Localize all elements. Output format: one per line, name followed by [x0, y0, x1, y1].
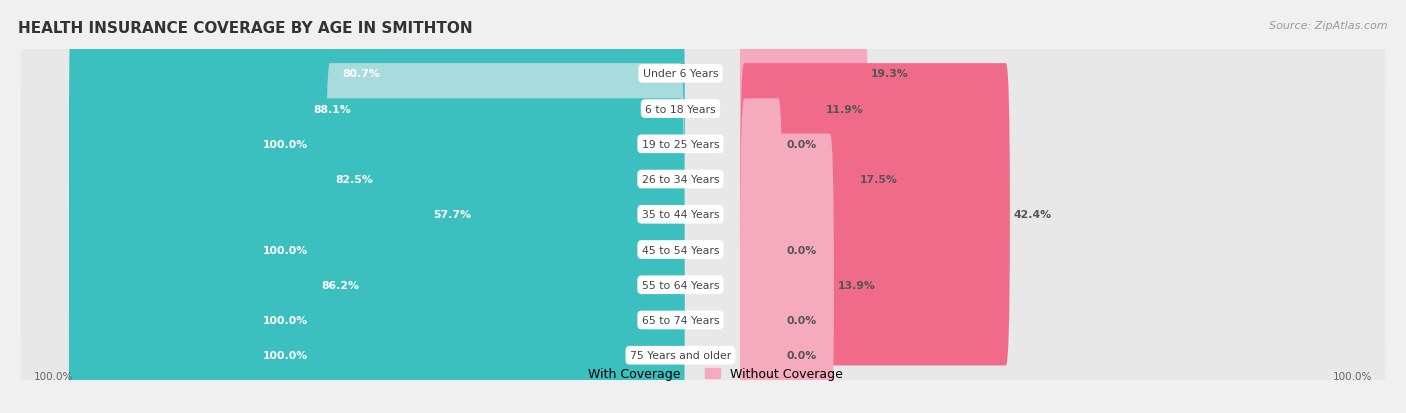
- Text: 19 to 25 Years: 19 to 25 Years: [641, 140, 720, 150]
- FancyBboxPatch shape: [740, 64, 1010, 366]
- Text: 100.0%: 100.0%: [263, 245, 308, 255]
- Legend: With Coverage, Without Coverage: With Coverage, Without Coverage: [562, 368, 844, 380]
- FancyBboxPatch shape: [740, 204, 782, 413]
- Text: HEALTH INSURANCE COVERAGE BY AGE IN SMITHTON: HEALTH INSURANCE COVERAGE BY AGE IN SMIT…: [18, 21, 472, 36]
- Text: 6 to 18 Years: 6 to 18 Years: [645, 104, 716, 114]
- Text: 100.0%: 100.0%: [34, 371, 73, 382]
- FancyBboxPatch shape: [21, 0, 1385, 413]
- FancyBboxPatch shape: [326, 64, 685, 366]
- FancyBboxPatch shape: [21, 26, 1385, 413]
- FancyBboxPatch shape: [740, 29, 856, 330]
- FancyBboxPatch shape: [740, 0, 868, 225]
- Text: 75 Years and older: 75 Years and older: [630, 350, 731, 361]
- FancyBboxPatch shape: [740, 134, 834, 413]
- Text: 57.7%: 57.7%: [433, 210, 471, 220]
- FancyBboxPatch shape: [69, 99, 685, 401]
- Text: 13.9%: 13.9%: [838, 280, 876, 290]
- FancyBboxPatch shape: [21, 0, 1385, 413]
- FancyBboxPatch shape: [21, 0, 1385, 413]
- FancyBboxPatch shape: [740, 169, 782, 413]
- Text: 80.7%: 80.7%: [343, 69, 381, 79]
- FancyBboxPatch shape: [176, 29, 685, 330]
- Text: 26 to 34 Years: 26 to 34 Years: [641, 175, 720, 185]
- FancyBboxPatch shape: [69, 204, 685, 413]
- FancyBboxPatch shape: [21, 0, 1385, 368]
- FancyBboxPatch shape: [69, 169, 685, 413]
- Text: 82.5%: 82.5%: [336, 175, 374, 185]
- FancyBboxPatch shape: [740, 0, 821, 260]
- FancyBboxPatch shape: [69, 0, 685, 295]
- Text: 19.3%: 19.3%: [872, 69, 910, 79]
- FancyBboxPatch shape: [740, 99, 782, 401]
- Text: 100.0%: 100.0%: [263, 350, 308, 361]
- FancyBboxPatch shape: [21, 0, 1385, 404]
- Text: 65 to 74 Years: 65 to 74 Years: [641, 315, 720, 325]
- FancyBboxPatch shape: [21, 0, 1385, 413]
- Text: 100.0%: 100.0%: [263, 140, 308, 150]
- Text: 0.0%: 0.0%: [786, 315, 817, 325]
- Text: Under 6 Years: Under 6 Years: [643, 69, 718, 79]
- Text: 11.9%: 11.9%: [825, 104, 863, 114]
- FancyBboxPatch shape: [740, 0, 782, 295]
- Text: Source: ZipAtlas.com: Source: ZipAtlas.com: [1270, 21, 1388, 31]
- Text: 0.0%: 0.0%: [786, 140, 817, 150]
- FancyBboxPatch shape: [141, 0, 685, 260]
- Text: 42.4%: 42.4%: [1014, 210, 1052, 220]
- Text: 17.5%: 17.5%: [860, 175, 898, 185]
- FancyBboxPatch shape: [21, 0, 1385, 413]
- FancyBboxPatch shape: [21, 61, 1385, 413]
- Text: 45 to 54 Years: 45 to 54 Years: [641, 245, 720, 255]
- Text: 0.0%: 0.0%: [786, 245, 817, 255]
- Text: 88.1%: 88.1%: [314, 104, 352, 114]
- Text: 100.0%: 100.0%: [263, 315, 308, 325]
- Text: 100.0%: 100.0%: [1333, 371, 1372, 382]
- Text: 55 to 64 Years: 55 to 64 Years: [641, 280, 720, 290]
- FancyBboxPatch shape: [153, 134, 685, 413]
- Text: 35 to 44 Years: 35 to 44 Years: [641, 210, 720, 220]
- FancyBboxPatch shape: [186, 0, 685, 225]
- Text: 86.2%: 86.2%: [321, 280, 359, 290]
- Text: 0.0%: 0.0%: [786, 350, 817, 361]
